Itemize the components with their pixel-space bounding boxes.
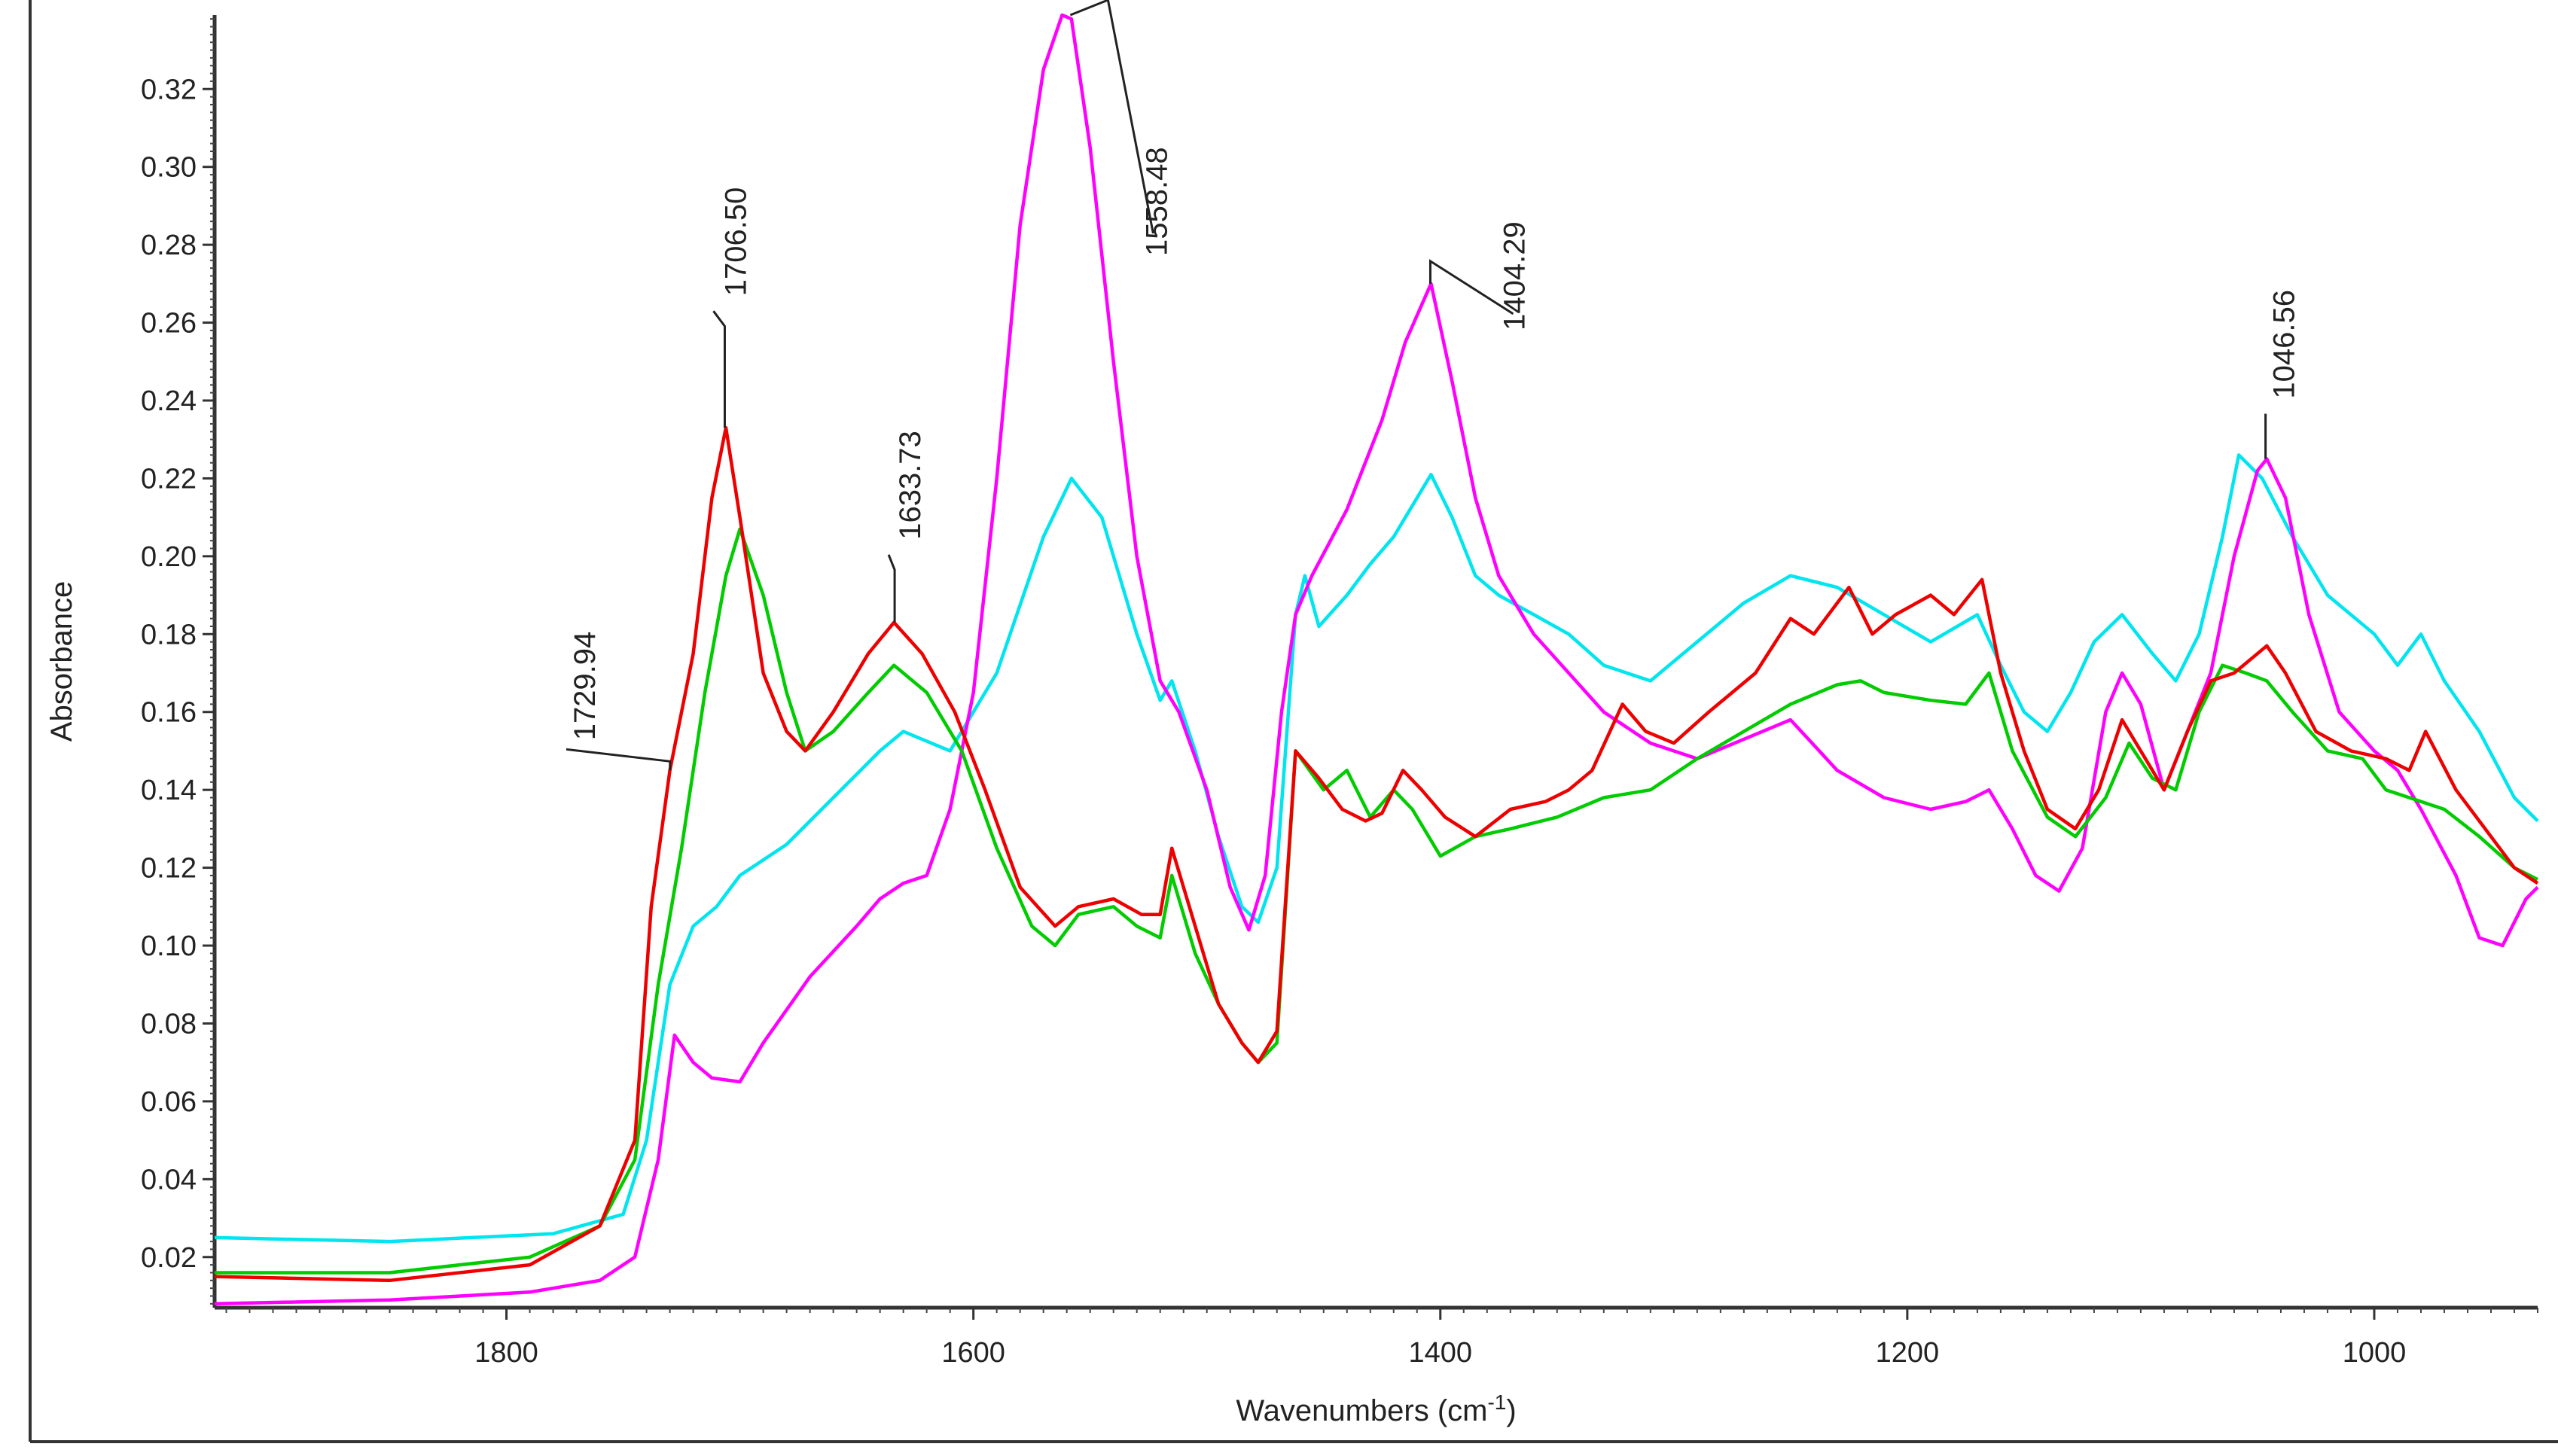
- peak-label: 1558.48: [1140, 147, 1173, 256]
- peak-label: 1706.50: [719, 187, 752, 297]
- y-tick-label: 0.04: [141, 1164, 197, 1196]
- series-line-3: [215, 527, 2539, 1275]
- series-group: [214, 13, 2539, 1306]
- x-tick-label: 1200: [1876, 1337, 1940, 1369]
- y-tick-label: 0.08: [141, 1008, 197, 1040]
- y-tick-label: 0.02: [141, 1242, 197, 1274]
- x-ticks: 1800 1600 1400 1200 1000: [474, 1308, 2406, 1369]
- y-tick-label: 0.24: [141, 385, 197, 417]
- peak-label: 1046.56: [2268, 290, 2301, 399]
- x-tick-label: 1000: [2343, 1337, 2407, 1369]
- peak-annotations: 1729.94 1706.50 1633.73 1558.48 1404.29 1046.…: [566, 0, 2301, 771]
- peak-label: 1633.73: [894, 431, 927, 540]
- y-tick-label: 0.10: [141, 931, 197, 962]
- peak-leader-line: [1069, 0, 1154, 234]
- peak-leader-line: [1428, 259, 1514, 315]
- series-line-1: [214, 453, 2539, 1244]
- y-tick-label: 0.22: [141, 463, 197, 495]
- y-tick-label: 0.32: [141, 74, 197, 105]
- peak-label: 1729.94: [569, 632, 602, 741]
- y-tick-label: 0.30: [141, 152, 197, 184]
- x-tick-label: 1600: [941, 1337, 1005, 1369]
- plot-area: 0.02 0.04 0.06 0.08 0.10 0.12 0.14 0.16 0.18 0.20…: [141, 0, 2539, 1369]
- peak-leader-line: [887, 554, 896, 623]
- x-tick-label: 1400: [1408, 1337, 1472, 1369]
- y-tick-label: 0.26: [141, 308, 197, 340]
- series-line-4: [214, 425, 2539, 1283]
- y-tick-label: 0.28: [141, 230, 197, 261]
- y-tick-label: 0.06: [141, 1086, 197, 1118]
- y-axis-title: Absorbance: [45, 581, 78, 742]
- x-axis-title: Wavenumbers (cm-1): [1236, 1391, 1516, 1428]
- x-tick-label: 1800: [474, 1337, 538, 1369]
- peak-label: 1404.29: [1498, 221, 1531, 330]
- y-tick-label: 0.20: [141, 541, 197, 573]
- y-tick-label: 0.12: [141, 853, 197, 885]
- peak-leader-line: [566, 748, 672, 771]
- y-tick-label: 0.14: [141, 775, 197, 806]
- y-ticks: 0.02 0.04 0.06 0.08 0.10 0.12 0.14 0.16 0.18 0.20…: [141, 74, 215, 1274]
- axes: 0.02 0.04 0.06 0.08 0.10 0.12 0.14 0.16 0.18 0.20…: [141, 15, 2538, 1369]
- y-tick-label: 0.18: [141, 619, 197, 650]
- series-line-2: [214, 13, 2539, 1306]
- peak-leader-line: [712, 310, 726, 428]
- y-tick-label: 0.16: [141, 697, 197, 729]
